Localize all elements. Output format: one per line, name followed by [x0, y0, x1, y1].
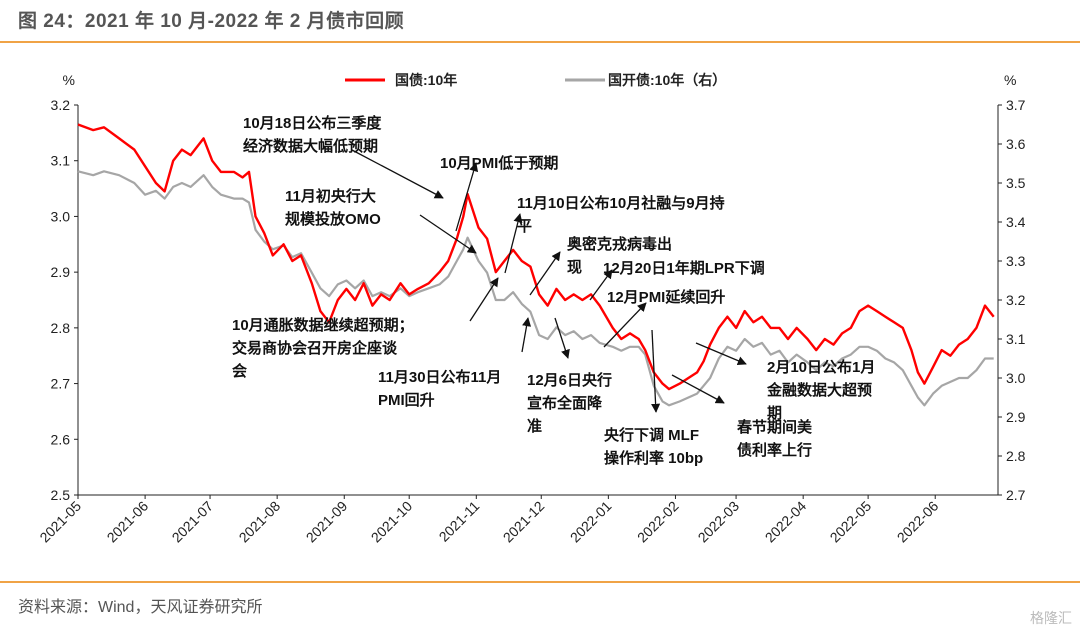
watermark-text: 格隆汇 [1030, 610, 1072, 626]
annotation-text: 10月18日公布三季度 [243, 114, 382, 132]
annotation-arrow [695, 342, 747, 366]
right-tick-label: 3.5 [1006, 175, 1026, 191]
annotation-text: 10月通胀数据继续超预期； [232, 316, 414, 334]
figure-title: 图 24：2021 年 10 月-2022 年 2 月债市回顾 [18, 11, 405, 32]
annotation-text: 11月30日公布11月 [378, 368, 501, 386]
annotation-text: 奥密克戎病毒出 [567, 235, 672, 253]
left-tick-label: 3.0 [51, 208, 71, 224]
annotation-text: 宣布全面降 [527, 394, 603, 412]
annotation-text: 12月6日央行 [527, 371, 612, 389]
annotation-text: 期 [767, 404, 782, 422]
right-axis-unit: % [1004, 72, 1016, 88]
x-tick-label: 2022-03 [695, 498, 743, 546]
annotation-text: 12月20日1年期LPR下调 [603, 259, 765, 277]
bottom-rule [0, 581, 1080, 583]
left-tick-label: 3.1 [51, 153, 71, 169]
annotation-text: 金融数据大超预 [766, 381, 872, 399]
annotation-text: 11月初央行大 [285, 187, 376, 205]
annotation-arrow [455, 162, 479, 232]
annotation-arrow [419, 214, 477, 254]
annotation-arrow [351, 149, 444, 199]
right-tick-label: 3.4 [1006, 214, 1026, 230]
series-line-guozhai [77, 123, 995, 391]
annotation-text: 债利率上行 [737, 441, 812, 459]
annotation-text: 11月10日公布10月社融与9月持 [517, 194, 725, 212]
annotation-text: 准 [527, 417, 542, 435]
x-tick-label: 2021-05 [36, 498, 84, 546]
annotation-text: 春节期间美 [737, 418, 813, 436]
annotation-text: 规模投放OMO [285, 210, 381, 228]
x-tick-label: 2022-05 [827, 498, 875, 546]
annotation-arrow [469, 277, 499, 322]
annotation-text: PMI回升 [378, 392, 435, 409]
right-tick-label: 3.7 [1006, 97, 1026, 113]
x-tick-label: 2022-01 [567, 498, 615, 546]
top-rule [0, 41, 1080, 43]
annotation-text: 10月PMI低于预期 [440, 154, 558, 172]
left-tick-label: 2.5 [51, 487, 71, 503]
annotation-text: 央行下调 MLF [604, 426, 699, 444]
right-tick-label: 3.0 [1006, 370, 1026, 386]
annotation-arrow [651, 329, 661, 413]
annotation-text: 现 [567, 259, 582, 276]
legend-label: 国开债:10年（右） [608, 72, 726, 88]
annotation-arrow [671, 374, 725, 404]
annotation-text: 会 [232, 362, 247, 380]
annotation-text: 12月PMI延续回升 [607, 288, 725, 306]
series-line-guokai [77, 170, 994, 407]
x-tick-label: 2021-08 [236, 498, 284, 546]
left-tick-label: 2.7 [51, 376, 71, 392]
annotation-text: 2月10日公布1月 [767, 358, 875, 376]
annotation-arrow [554, 317, 570, 359]
left-axis-unit: % [63, 72, 75, 88]
annotation-arrow [529, 251, 561, 296]
x-tick-label: 2021-09 [303, 498, 351, 546]
x-tick-label: 2022-02 [634, 498, 682, 546]
right-tick-label: 3.6 [1006, 136, 1026, 152]
left-tick-label: 2.8 [51, 320, 71, 336]
annotation-arrow [504, 213, 523, 274]
x-tick-label: 2021-06 [104, 498, 152, 546]
x-tick-label: 2021-10 [368, 498, 416, 546]
x-tick-label: 2022-06 [894, 498, 942, 546]
left-tick-label: 2.9 [51, 264, 71, 280]
annotation-text: 交易商协会召开房企座谈 [232, 339, 398, 357]
right-tick-label: 2.9 [1006, 409, 1026, 425]
right-tick-label: 3.2 [1006, 292, 1026, 308]
right-tick-label: 2.7 [1006, 487, 1026, 503]
right-tick-label: 2.8 [1006, 448, 1026, 464]
x-tick-label: 2021-12 [500, 498, 548, 546]
annotation-arrow [603, 302, 647, 348]
right-tick-label: 3.3 [1006, 253, 1026, 269]
annotation-text: 操作利率 10bp [604, 449, 703, 467]
x-tick-label: 2021-11 [436, 498, 483, 545]
x-tick-label: 2021-07 [169, 498, 217, 546]
annotation-arrow [589, 269, 613, 301]
source-note: 资料来源：Wind，天风证券研究所 [18, 599, 263, 616]
annotation-arrow [521, 317, 532, 353]
right-tick-label: 3.1 [1006, 331, 1026, 347]
x-tick-label: 2022-04 [762, 498, 810, 546]
legend-label: 国债:10年 [395, 72, 457, 88]
annotation-text: 平 [517, 218, 532, 235]
left-tick-label: 3.2 [51, 97, 71, 113]
left-tick-label: 2.6 [51, 431, 71, 447]
annotation-text: 经济数据大幅低预期 [243, 137, 378, 155]
